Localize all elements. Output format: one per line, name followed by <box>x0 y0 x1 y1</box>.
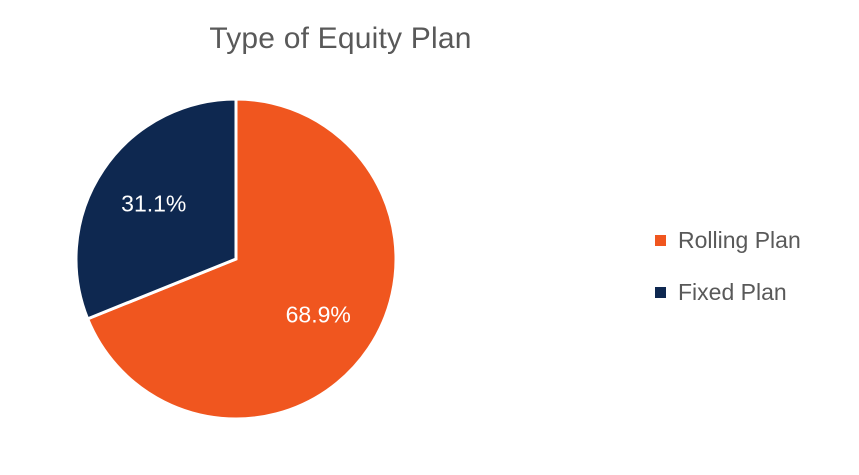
legend-label-rolling-plan: Rolling Plan <box>678 226 801 253</box>
legend: Rolling Plan Fixed Plan <box>655 214 801 318</box>
legend-swatch-fixed-plan <box>655 286 666 298</box>
data-label-fixed-plan: 31.1% <box>121 190 186 216</box>
legend-item-rolling-plan: Rolling Plan <box>655 214 801 266</box>
legend-item-fixed-plan: Fixed Plan <box>655 266 801 318</box>
pie-slice-rolling-plan <box>85 97 398 421</box>
legend-swatch-rolling-plan <box>655 234 666 246</box>
chart-title: Type of Equity Plan <box>209 22 472 55</box>
legend-label-fixed-plan: Fixed Plan <box>678 278 787 305</box>
data-label-rolling-plan: 68.9% <box>286 302 351 328</box>
pie-slice-fixed-plan <box>74 97 238 321</box>
